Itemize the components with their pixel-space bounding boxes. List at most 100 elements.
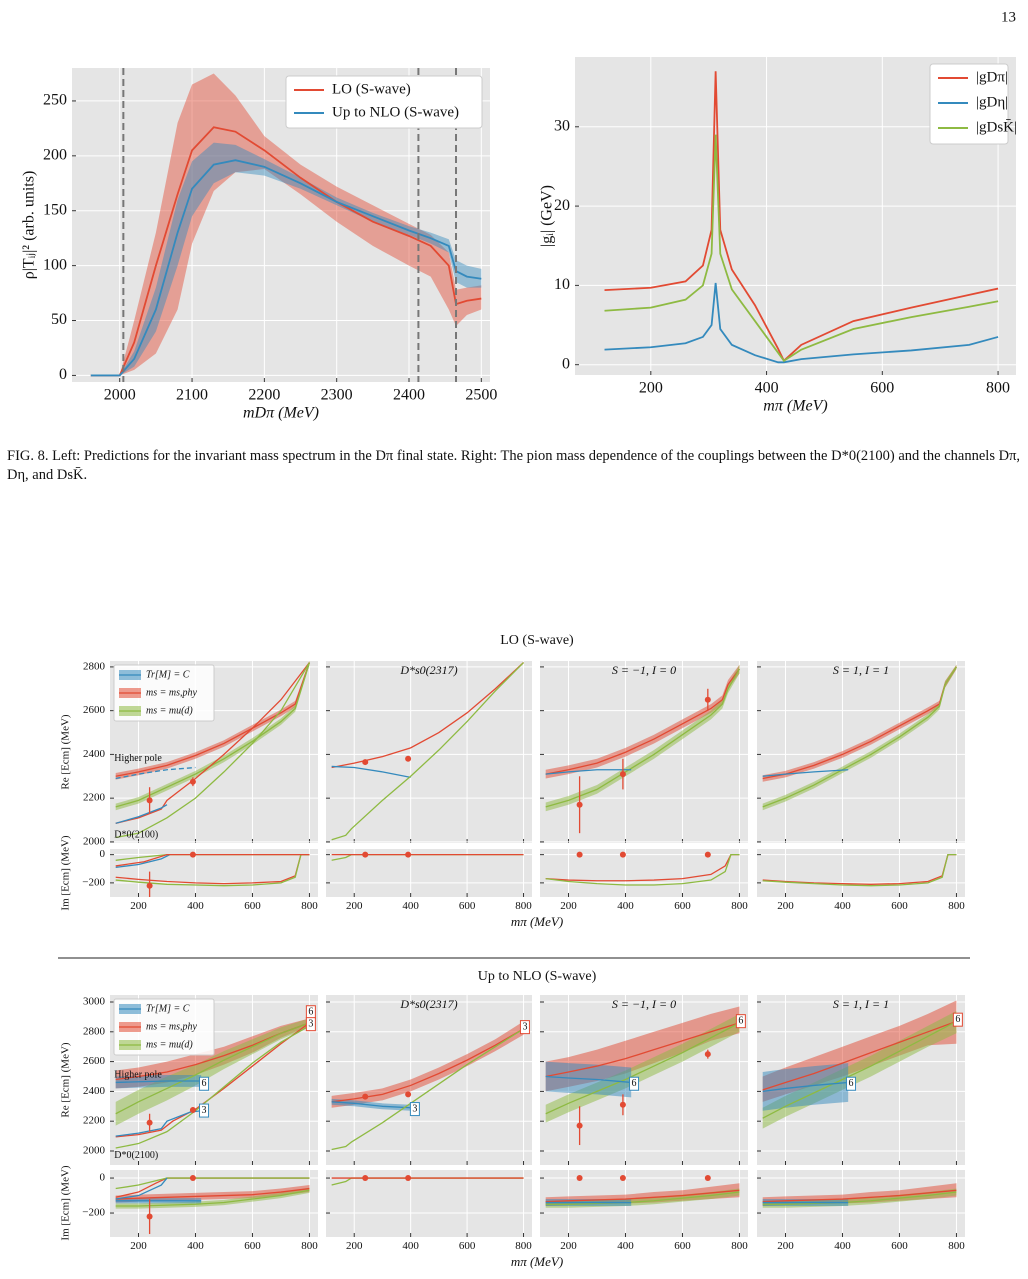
y-tick-label: 250 <box>43 92 67 109</box>
x-tick-label: 600 <box>459 1240 476 1252</box>
y-tick-label: 10 <box>554 276 570 293</box>
y-tick-label: 50 <box>51 311 67 328</box>
data-point <box>576 851 583 858</box>
data-point <box>362 1093 369 1100</box>
line <box>604 71 999 363</box>
line <box>762 1020 957 1119</box>
x-tick-label: 400 <box>402 900 419 912</box>
band <box>90 73 482 376</box>
line <box>762 1020 957 1091</box>
x-tick-label: 2300 <box>321 386 353 403</box>
panel-title: S = 1, I = 1 <box>833 997 889 1011</box>
data-point <box>405 1175 412 1182</box>
data-point <box>189 1107 196 1114</box>
plot-area <box>762 664 957 811</box>
y-axis-label: Im [Ecm] (MeV) <box>60 835 72 910</box>
x-axis-label: mπ (MeV) <box>511 1254 563 1269</box>
line <box>115 853 310 867</box>
line <box>90 126 482 377</box>
x-tick-label: 400 <box>187 900 204 912</box>
band <box>545 1013 740 1123</box>
data-point <box>619 1101 626 1108</box>
line <box>762 1191 957 1205</box>
line <box>115 662 311 808</box>
y-axis-label: Im [Ecm] (MeV) <box>60 1165 72 1240</box>
y-tick-label: −200 <box>82 1207 105 1219</box>
y-tick-label: 2600 <box>83 704 106 716</box>
x-tick-label: 600 <box>674 1240 691 1252</box>
x-tick-label: 200 <box>130 1240 147 1252</box>
plot-background <box>540 661 748 843</box>
y-tick-label: 2000 <box>83 835 106 847</box>
page-number: 13 <box>1001 9 1016 25</box>
data-point <box>619 771 626 778</box>
legend-label: ms = mu(d) <box>146 1039 193 1050</box>
x-tick-label: 800 <box>948 1240 965 1252</box>
x-tick-label: 2200 <box>248 386 280 403</box>
plot-area <box>115 851 310 897</box>
y-tick-label: 2000 <box>83 1145 106 1157</box>
line <box>545 1022 740 1115</box>
line <box>115 1177 168 1200</box>
line <box>545 668 740 775</box>
y-tick-label: 2600 <box>83 1055 106 1067</box>
data-point <box>189 851 196 858</box>
line <box>331 765 411 779</box>
x-tick-label: 200 <box>639 379 663 396</box>
annotation: 6 <box>849 1078 854 1089</box>
data-point <box>189 1175 196 1182</box>
plot-area <box>115 1175 310 1235</box>
plot-area <box>545 1175 740 1208</box>
x-tick-label: 400 <box>402 1240 419 1252</box>
plot-background <box>757 849 965 897</box>
data-point <box>576 1122 583 1129</box>
line <box>115 1177 310 1190</box>
plot-area <box>545 1006 740 1146</box>
line <box>545 1189 740 1203</box>
line <box>545 853 740 882</box>
data-point <box>146 797 153 804</box>
y-tick-label: 30 <box>554 117 570 134</box>
line <box>331 1101 411 1109</box>
legend-label: ms = mu(d) <box>146 705 193 716</box>
x-tick-label: 400 <box>617 900 634 912</box>
line <box>90 159 482 377</box>
annotation: 3 <box>412 1104 417 1115</box>
legend-label: Tr[M] = C <box>146 669 190 680</box>
plot-area <box>545 851 740 886</box>
data-point <box>704 1051 711 1058</box>
x-tick-label: 200 <box>777 1240 794 1252</box>
annotation: 6 <box>308 1007 313 1018</box>
y-tick-label: 3000 <box>83 996 106 1008</box>
y-tick-label: 0 <box>100 1172 106 1184</box>
line <box>115 1080 202 1084</box>
data-point <box>146 882 153 889</box>
x-axis-label: mπ (MeV) <box>763 398 827 415</box>
plot-area <box>762 1000 957 1129</box>
annotation: Higher pole <box>114 753 162 764</box>
plot-background <box>326 1170 532 1237</box>
x-tick-label: 200 <box>560 1240 577 1252</box>
band <box>115 1018 310 1126</box>
legend-label: Tr[M] = C <box>146 1003 190 1014</box>
x-tick-label: 600 <box>244 1240 261 1252</box>
panel-title: S = −1, I = 0 <box>612 663 676 677</box>
line <box>115 766 196 780</box>
legend-label: |gDsK̄| <box>976 119 1017 135</box>
x-tick-label: 200 <box>346 1240 363 1252</box>
data-point <box>405 851 412 858</box>
x-tick-label: 800 <box>515 1240 532 1252</box>
annotation: D*0(2100) <box>114 1150 158 1161</box>
annotation-box <box>519 1020 530 1035</box>
annotation-box <box>735 1014 746 1029</box>
annotation-box <box>305 1017 316 1032</box>
data-point <box>146 1213 153 1220</box>
line <box>762 1189 957 1203</box>
x-tick-label: 800 <box>986 379 1010 396</box>
data-point <box>576 801 583 808</box>
annotation: 3 <box>202 1105 207 1116</box>
legend-box <box>929 63 1009 145</box>
x-tick-label: 600 <box>674 900 691 912</box>
annotation-box <box>952 1012 963 1027</box>
data-point <box>362 1175 369 1182</box>
